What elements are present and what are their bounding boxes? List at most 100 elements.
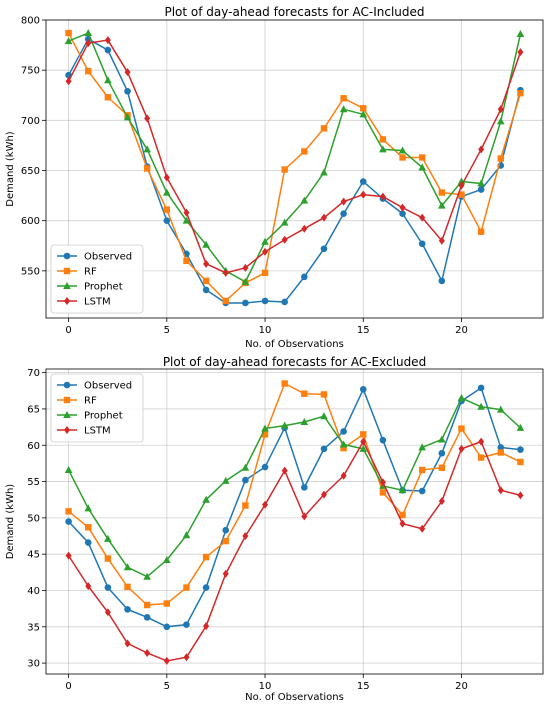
data-point-lstm xyxy=(104,608,111,617)
data-point-prophet xyxy=(84,504,93,512)
data-point-prophet xyxy=(438,201,446,209)
data-point-rf xyxy=(281,166,288,173)
data-point-lstm xyxy=(222,569,229,578)
data-point-prophet xyxy=(398,486,407,494)
data-point-lstm xyxy=(340,197,347,206)
y-tick-label: 40 xyxy=(27,586,40,597)
data-point-observed xyxy=(242,299,249,307)
data-point-prophet xyxy=(359,444,368,452)
data-point-lstm xyxy=(163,173,170,182)
data-point-observed xyxy=(183,621,190,628)
legend-marker-observed xyxy=(63,252,71,260)
data-point-prophet xyxy=(123,113,132,121)
data-point-prophet xyxy=(241,277,250,285)
legend-label-prophet: Prophet xyxy=(84,282,123,293)
data-point-observed xyxy=(124,606,131,613)
data-point-rf xyxy=(477,228,485,235)
series-line-prophet xyxy=(67,397,521,578)
plot-area xyxy=(64,380,525,665)
data-point-rf xyxy=(65,29,72,37)
data-point-prophet xyxy=(379,145,387,153)
legend-label-rf: RF xyxy=(84,396,97,407)
data-point-rf xyxy=(399,511,406,519)
data-point-observed xyxy=(281,298,288,306)
plot-frame xyxy=(45,368,544,675)
data-point-rf xyxy=(360,105,367,112)
series-line-observed xyxy=(68,387,521,628)
chart-title: Plot of day-ahead forecasts for AC-Exclu… xyxy=(163,355,426,369)
y-tick-label: 65 xyxy=(27,404,40,415)
data-point-rf xyxy=(85,524,92,531)
data-point-observed xyxy=(418,240,426,248)
data-point-rf xyxy=(104,555,112,562)
series-line-observed xyxy=(67,38,522,304)
data-point-rf xyxy=(320,391,328,398)
data-point-prophet xyxy=(339,440,348,448)
y-tick-label: 600 xyxy=(21,216,40,227)
data-point-prophet xyxy=(300,418,309,426)
data-point-lstm xyxy=(517,491,524,500)
legend-marker-rf xyxy=(63,396,71,404)
data-point-prophet xyxy=(320,168,328,176)
data-point-lstm xyxy=(438,497,445,506)
data-point-observed xyxy=(399,210,406,217)
series-prophet xyxy=(64,29,525,285)
legend-marker-prophet xyxy=(63,282,71,289)
data-point-prophet xyxy=(438,435,446,443)
y-tick-label: 50 xyxy=(27,513,40,524)
x-tick-label: 10 xyxy=(259,681,272,692)
data-point-observed xyxy=(202,286,210,294)
data-point-prophet xyxy=(143,572,151,580)
data-point-lstm xyxy=(183,653,190,662)
data-point-lstm xyxy=(242,263,249,272)
data-point-lstm xyxy=(438,236,445,245)
data-point-lstm xyxy=(419,524,426,533)
data-point-rf xyxy=(143,165,151,172)
x-axis-label: No. of Observations xyxy=(245,692,344,703)
data-point-prophet xyxy=(84,29,93,37)
data-point-observed xyxy=(359,178,367,185)
data-point-prophet xyxy=(496,117,505,125)
legend-box xyxy=(50,373,144,443)
data-point-rf xyxy=(379,489,387,496)
data-point-observed xyxy=(438,277,446,285)
data-point-lstm xyxy=(320,213,327,222)
data-point-prophet xyxy=(418,443,426,451)
data-point-lstm xyxy=(340,471,347,480)
legend-label-lstm: LSTM xyxy=(84,426,111,437)
data-point-rf xyxy=(183,584,190,591)
data-point-observed xyxy=(517,446,524,453)
data-point-lstm xyxy=(379,478,386,487)
data-point-lstm xyxy=(301,224,308,233)
data-point-observed xyxy=(84,539,92,546)
data-point-rf xyxy=(477,454,485,461)
x-axis-label: No. of Observations xyxy=(245,339,344,350)
data-point-prophet xyxy=(123,563,132,571)
data-point-lstm xyxy=(104,36,111,45)
y-tick-label: 700 xyxy=(21,116,40,127)
legend-marker-rf xyxy=(63,267,71,275)
legend-marker-prophet xyxy=(63,411,71,418)
data-point-prophet xyxy=(163,188,171,196)
data-point-rf xyxy=(65,508,72,515)
data-point-rf xyxy=(497,449,504,456)
data-point-rf xyxy=(222,297,229,305)
data-point-rf xyxy=(340,95,347,102)
series-line-lstm xyxy=(67,440,521,662)
chart-ac-excluded: 0 5 10 15 20 30 35 40 45 50 55 60 65 70 Plot of day-ah… xyxy=(5,355,544,703)
y-tick-label: 60 xyxy=(27,441,40,452)
x-tick-label: 5 xyxy=(164,325,170,336)
data-point-prophet xyxy=(339,105,348,113)
data-point-observed xyxy=(320,245,328,253)
data-point-lstm xyxy=(281,235,288,244)
x-tick-label: 5 xyxy=(164,681,170,692)
x-tick-label: 0 xyxy=(65,681,71,692)
series-line-prophet xyxy=(68,32,522,283)
legend-label-prophet: Prophet xyxy=(84,411,123,422)
plot-frame xyxy=(45,19,544,319)
data-point-lstm xyxy=(183,208,190,217)
x-tick-label: 15 xyxy=(357,681,370,692)
data-point-lstm xyxy=(124,639,131,648)
